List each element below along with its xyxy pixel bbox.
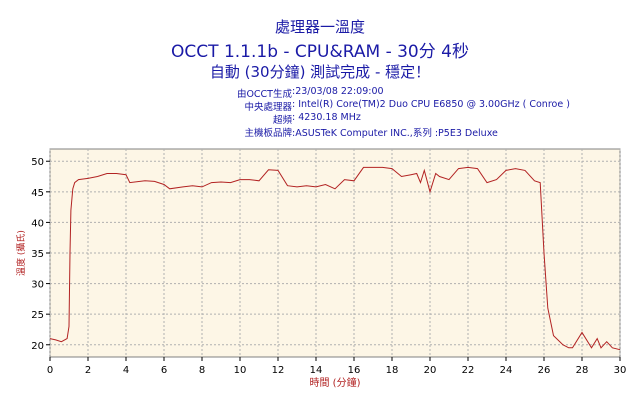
x-tick-label: 0	[47, 365, 53, 376]
y-tick-label: 30	[31, 280, 44, 291]
x-tick-label: 14	[310, 365, 323, 376]
x-tick-label: 6	[161, 365, 167, 376]
grid-lines	[49, 149, 621, 357]
info-value: : 4230.18 MHz	[292, 112, 361, 123]
info-key: 超頻	[272, 115, 292, 126]
test-status: 自動 (30分鐘) 測試完成 - 穩定！	[209, 63, 431, 81]
info-key: 中央處理器	[244, 102, 292, 113]
info-value: : Intel(R) Core(TM)2 Duo CPU E6850 @ 3.0…	[292, 99, 570, 110]
x-tick-label: 20	[424, 365, 437, 376]
info-value: :ASUSTeK Computer INC.,系列 :P5E3 Deluxe	[292, 128, 498, 139]
x-tick-label: 24	[500, 365, 513, 376]
x-tick-label: 4	[123, 365, 129, 376]
temperature-series-line	[49, 166, 621, 351]
y-axis-label: 溫度 (攝氏)	[15, 230, 27, 276]
y-tick-label: 50	[31, 157, 44, 168]
y-tick-label: 40	[31, 218, 44, 229]
chart-title: 處理器一溫度	[274, 18, 365, 36]
x-tick-label: 28	[576, 365, 589, 376]
x-tick-label: 12	[272, 365, 285, 376]
x-tick-label: 2	[85, 365, 91, 376]
y-tick-label: 45	[31, 188, 44, 199]
x-tick-label: 8	[199, 365, 205, 376]
x-tick-label: 18	[386, 365, 399, 376]
x-axis: 0 2 4 6 8 10 12 14 16 18 20 22 24 26 28 30	[47, 357, 627, 376]
x-axis-label: 時間 (分鐘)	[310, 376, 361, 389]
x-tick-label: 10	[234, 365, 247, 376]
y-tick-label: 35	[31, 249, 44, 260]
y-tick-label: 20	[31, 341, 44, 352]
x-tick-label: 22	[462, 365, 475, 376]
info-value: :23/03/08 22:09:00	[292, 86, 384, 97]
chart-subtitle: OCCT 1.1.1b - CPU&RAM - 30分 4秒	[171, 42, 469, 62]
info-key: 主機板品牌	[244, 128, 292, 139]
info-key: 由OCCT生成	[236, 89, 292, 100]
y-tick-label: 25	[31, 310, 44, 321]
y-axis: 20 25 30 35 40 45 50	[31, 157, 50, 352]
x-tick-label: 30	[614, 365, 627, 376]
x-tick-label: 26	[538, 365, 551, 376]
x-tick-label: 16	[348, 365, 361, 376]
